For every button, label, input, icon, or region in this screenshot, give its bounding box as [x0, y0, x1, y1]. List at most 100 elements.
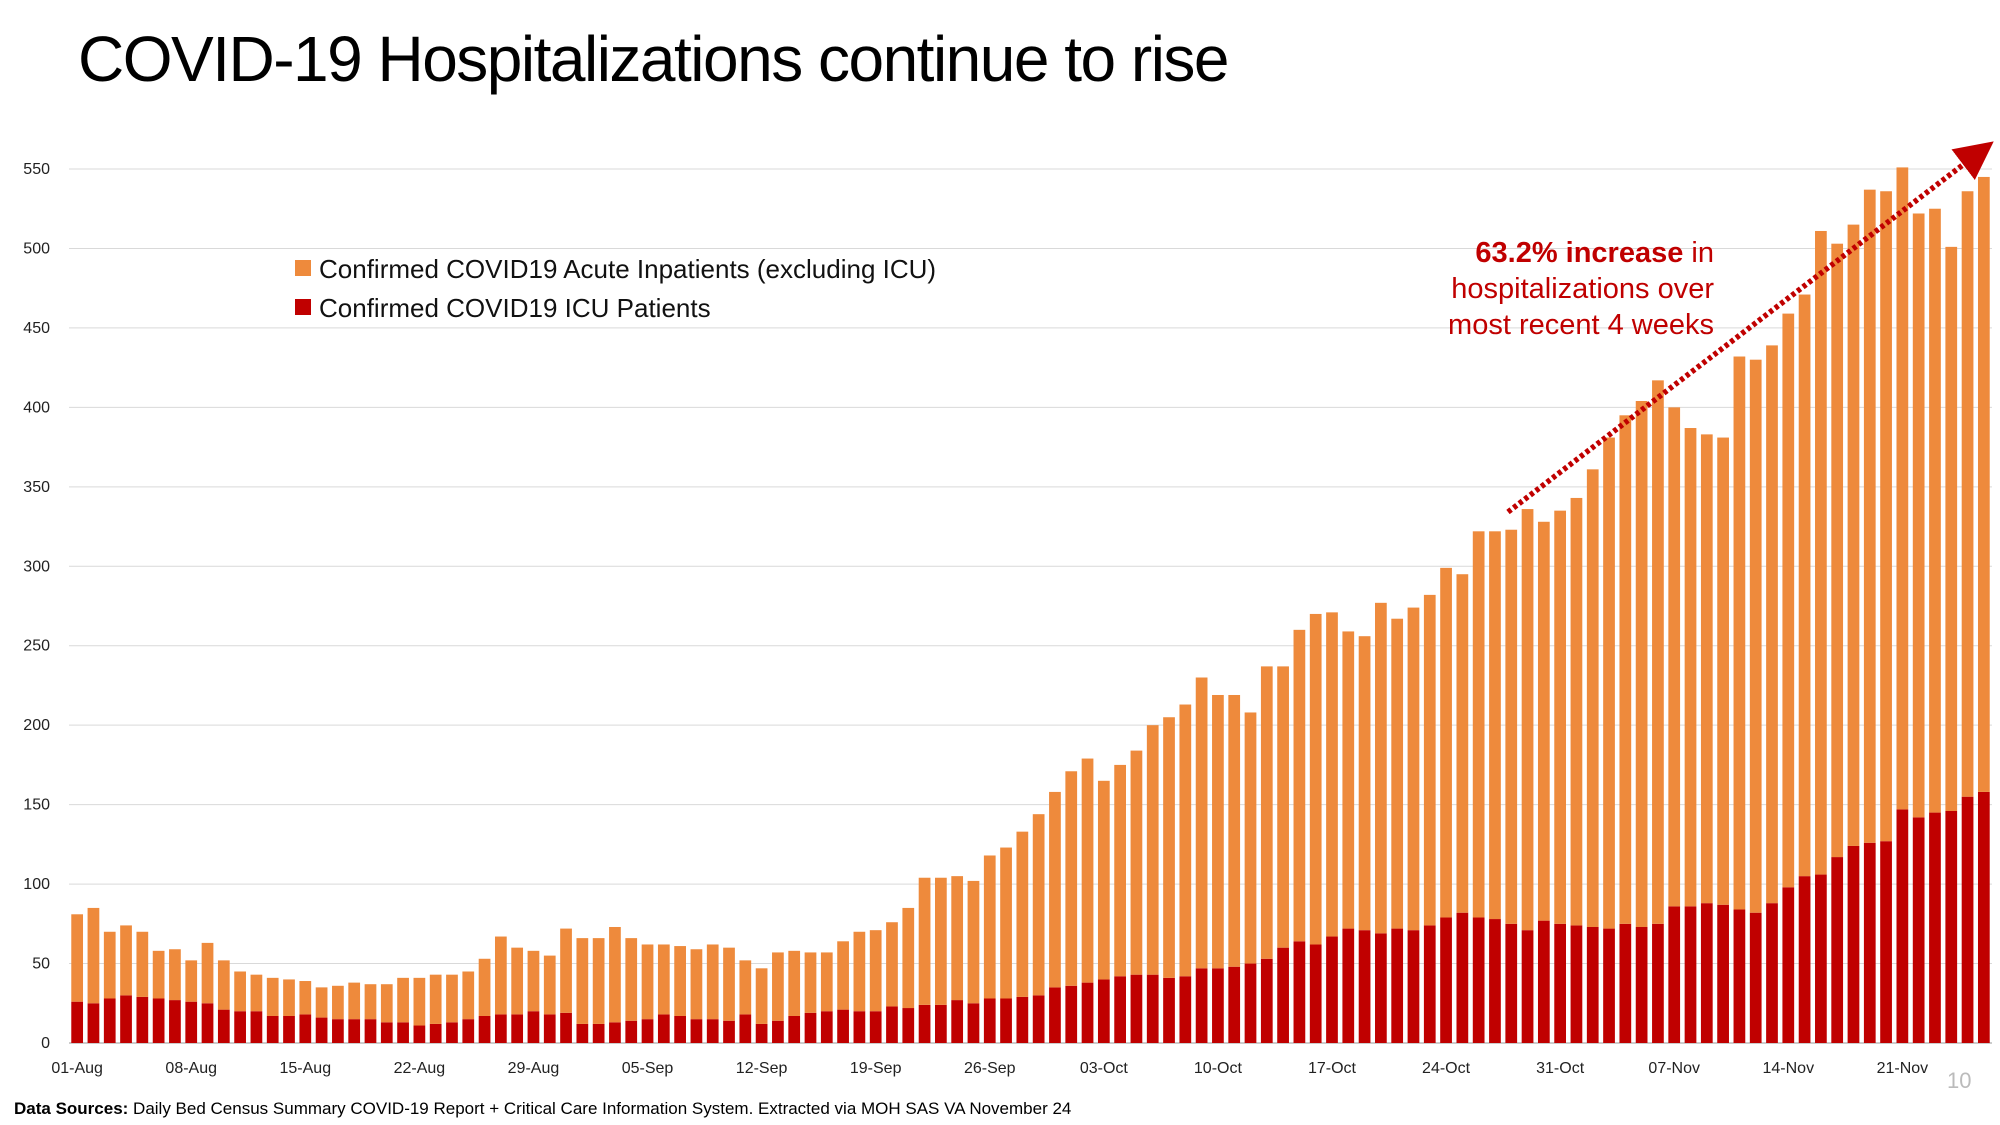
bar-acute	[494, 936, 507, 1015]
bar-acute	[951, 876, 964, 1001]
bar-icu	[853, 1011, 866, 1043]
bar-icu	[788, 1015, 801, 1043]
x-tick-label: 14-Nov	[1763, 1060, 1815, 1077]
bar-icu	[1163, 977, 1175, 1043]
bar-icu	[1440, 917, 1452, 1043]
x-tick-label: 31-Oct	[1536, 1060, 1585, 1077]
bar-acute	[1440, 567, 1452, 918]
bar-icu	[837, 1009, 849, 1043]
annotation-line-3: most recent 4 weeks	[1448, 309, 1714, 341]
bar-acute	[1391, 618, 1404, 929]
bar-acute	[1766, 345, 1778, 904]
bar-icu	[755, 1023, 768, 1043]
bar-icu	[1342, 928, 1355, 1043]
bar-acute	[1554, 510, 1567, 924]
bar-icu	[1407, 930, 1420, 1043]
x-tick-label: 29-Aug	[508, 1060, 560, 1077]
legend-swatch-acute	[295, 260, 311, 276]
bar-acute	[1065, 771, 1078, 986]
bar-acute	[1847, 224, 1860, 846]
y-tick-label: 50	[32, 956, 50, 973]
bar-acute	[1977, 176, 1990, 792]
x-tick-label: 26-Sep	[964, 1060, 1016, 1077]
bar-icu	[1358, 930, 1371, 1043]
bar-icu	[609, 1022, 621, 1043]
x-tick-label: 15-Aug	[280, 1060, 332, 1077]
bar-acute	[1114, 764, 1126, 977]
bar-icu	[1929, 812, 1941, 1043]
bar-icu	[217, 1009, 230, 1043]
y-tick-label: 0	[41, 1035, 50, 1052]
bar-icu	[1456, 912, 1469, 1043]
x-tick-label: 19-Sep	[850, 1060, 902, 1077]
bar-acute	[283, 979, 295, 1016]
bar-icu	[1130, 974, 1143, 1043]
bar-acute	[152, 950, 165, 999]
bar-acute	[1635, 401, 1648, 927]
bar-acute	[1912, 213, 1925, 818]
bar-acute	[869, 930, 882, 1012]
legend-label-icu: Confirmed COVID19 ICU Patients	[319, 293, 711, 323]
x-tick-label: 21-Nov	[1877, 1060, 1929, 1077]
bar-acute	[1081, 758, 1094, 983]
bar-acute	[1342, 631, 1355, 929]
bar-acute	[1668, 407, 1681, 907]
bar-icu	[266, 1015, 279, 1043]
bar-icu	[1798, 876, 1811, 1043]
legend: Confirmed COVID19 Acute Inpatients (excl…	[295, 254, 936, 323]
x-tick-label: 03-Oct	[1080, 1060, 1129, 1077]
bar-acute	[1831, 243, 1844, 858]
bar-icu	[380, 1022, 393, 1043]
bar-icu	[1847, 845, 1860, 1043]
bar-acute	[348, 982, 361, 1020]
bar-acute	[462, 971, 475, 1020]
bar-acute	[71, 914, 84, 1002]
bar-acute	[1016, 831, 1029, 997]
bar-icu	[1472, 917, 1485, 1043]
svg-text:63.2% increase in: 63.2% increase in	[1475, 237, 1714, 269]
bar-acute	[543, 955, 556, 1015]
bar-acute	[120, 925, 132, 996]
bar-acute	[1032, 814, 1045, 996]
y-tick-label: 250	[23, 638, 50, 655]
bar-acute	[446, 974, 458, 1023]
bar-acute	[413, 977, 426, 1026]
bar-icu	[1081, 982, 1094, 1043]
bar-acute	[641, 944, 654, 1020]
y-tick-label: 300	[23, 558, 50, 575]
x-tick-label: 10-Oct	[1194, 1060, 1243, 1077]
bar-icu	[1749, 912, 1762, 1043]
bar-acute	[1000, 847, 1012, 999]
bar-icu	[967, 1003, 980, 1043]
bar-acute	[1929, 208, 1941, 813]
bar-icu	[820, 1011, 833, 1043]
bar-icu	[1570, 925, 1583, 1043]
annotation-highlight: 63.2% increase	[1475, 237, 1683, 269]
bar-acute	[1652, 380, 1664, 924]
bar-icu	[1212, 968, 1224, 1043]
bar-acute	[592, 938, 605, 1024]
bar-icu	[1114, 976, 1126, 1043]
source-note: Data Sources: Daily Bed Census Summary C…	[14, 1099, 1071, 1119]
bar-icu	[234, 1011, 246, 1043]
source-label: Data Sources:	[14, 1099, 129, 1118]
bar-icu	[641, 1019, 654, 1043]
bar-acute	[1179, 704, 1192, 977]
bar-acute	[804, 952, 817, 1013]
bar-acute	[690, 949, 703, 1020]
bar-icu	[169, 1000, 181, 1043]
bar-acute	[1163, 717, 1175, 978]
x-tick-label: 22-Aug	[394, 1060, 446, 1077]
bar-icu	[87, 1003, 100, 1043]
bar-icu	[576, 1023, 589, 1043]
bar-icu	[1049, 987, 1061, 1043]
bar-acute	[755, 968, 768, 1024]
bar-icu	[1782, 887, 1795, 1043]
bar-icu	[1684, 906, 1697, 1043]
bar-acute	[1423, 594, 1436, 926]
bar-icu	[1652, 923, 1664, 1043]
bar-acute	[332, 985, 344, 1020]
bar-icu	[1179, 976, 1192, 1043]
x-tick-label: 12-Sep	[736, 1060, 788, 1077]
